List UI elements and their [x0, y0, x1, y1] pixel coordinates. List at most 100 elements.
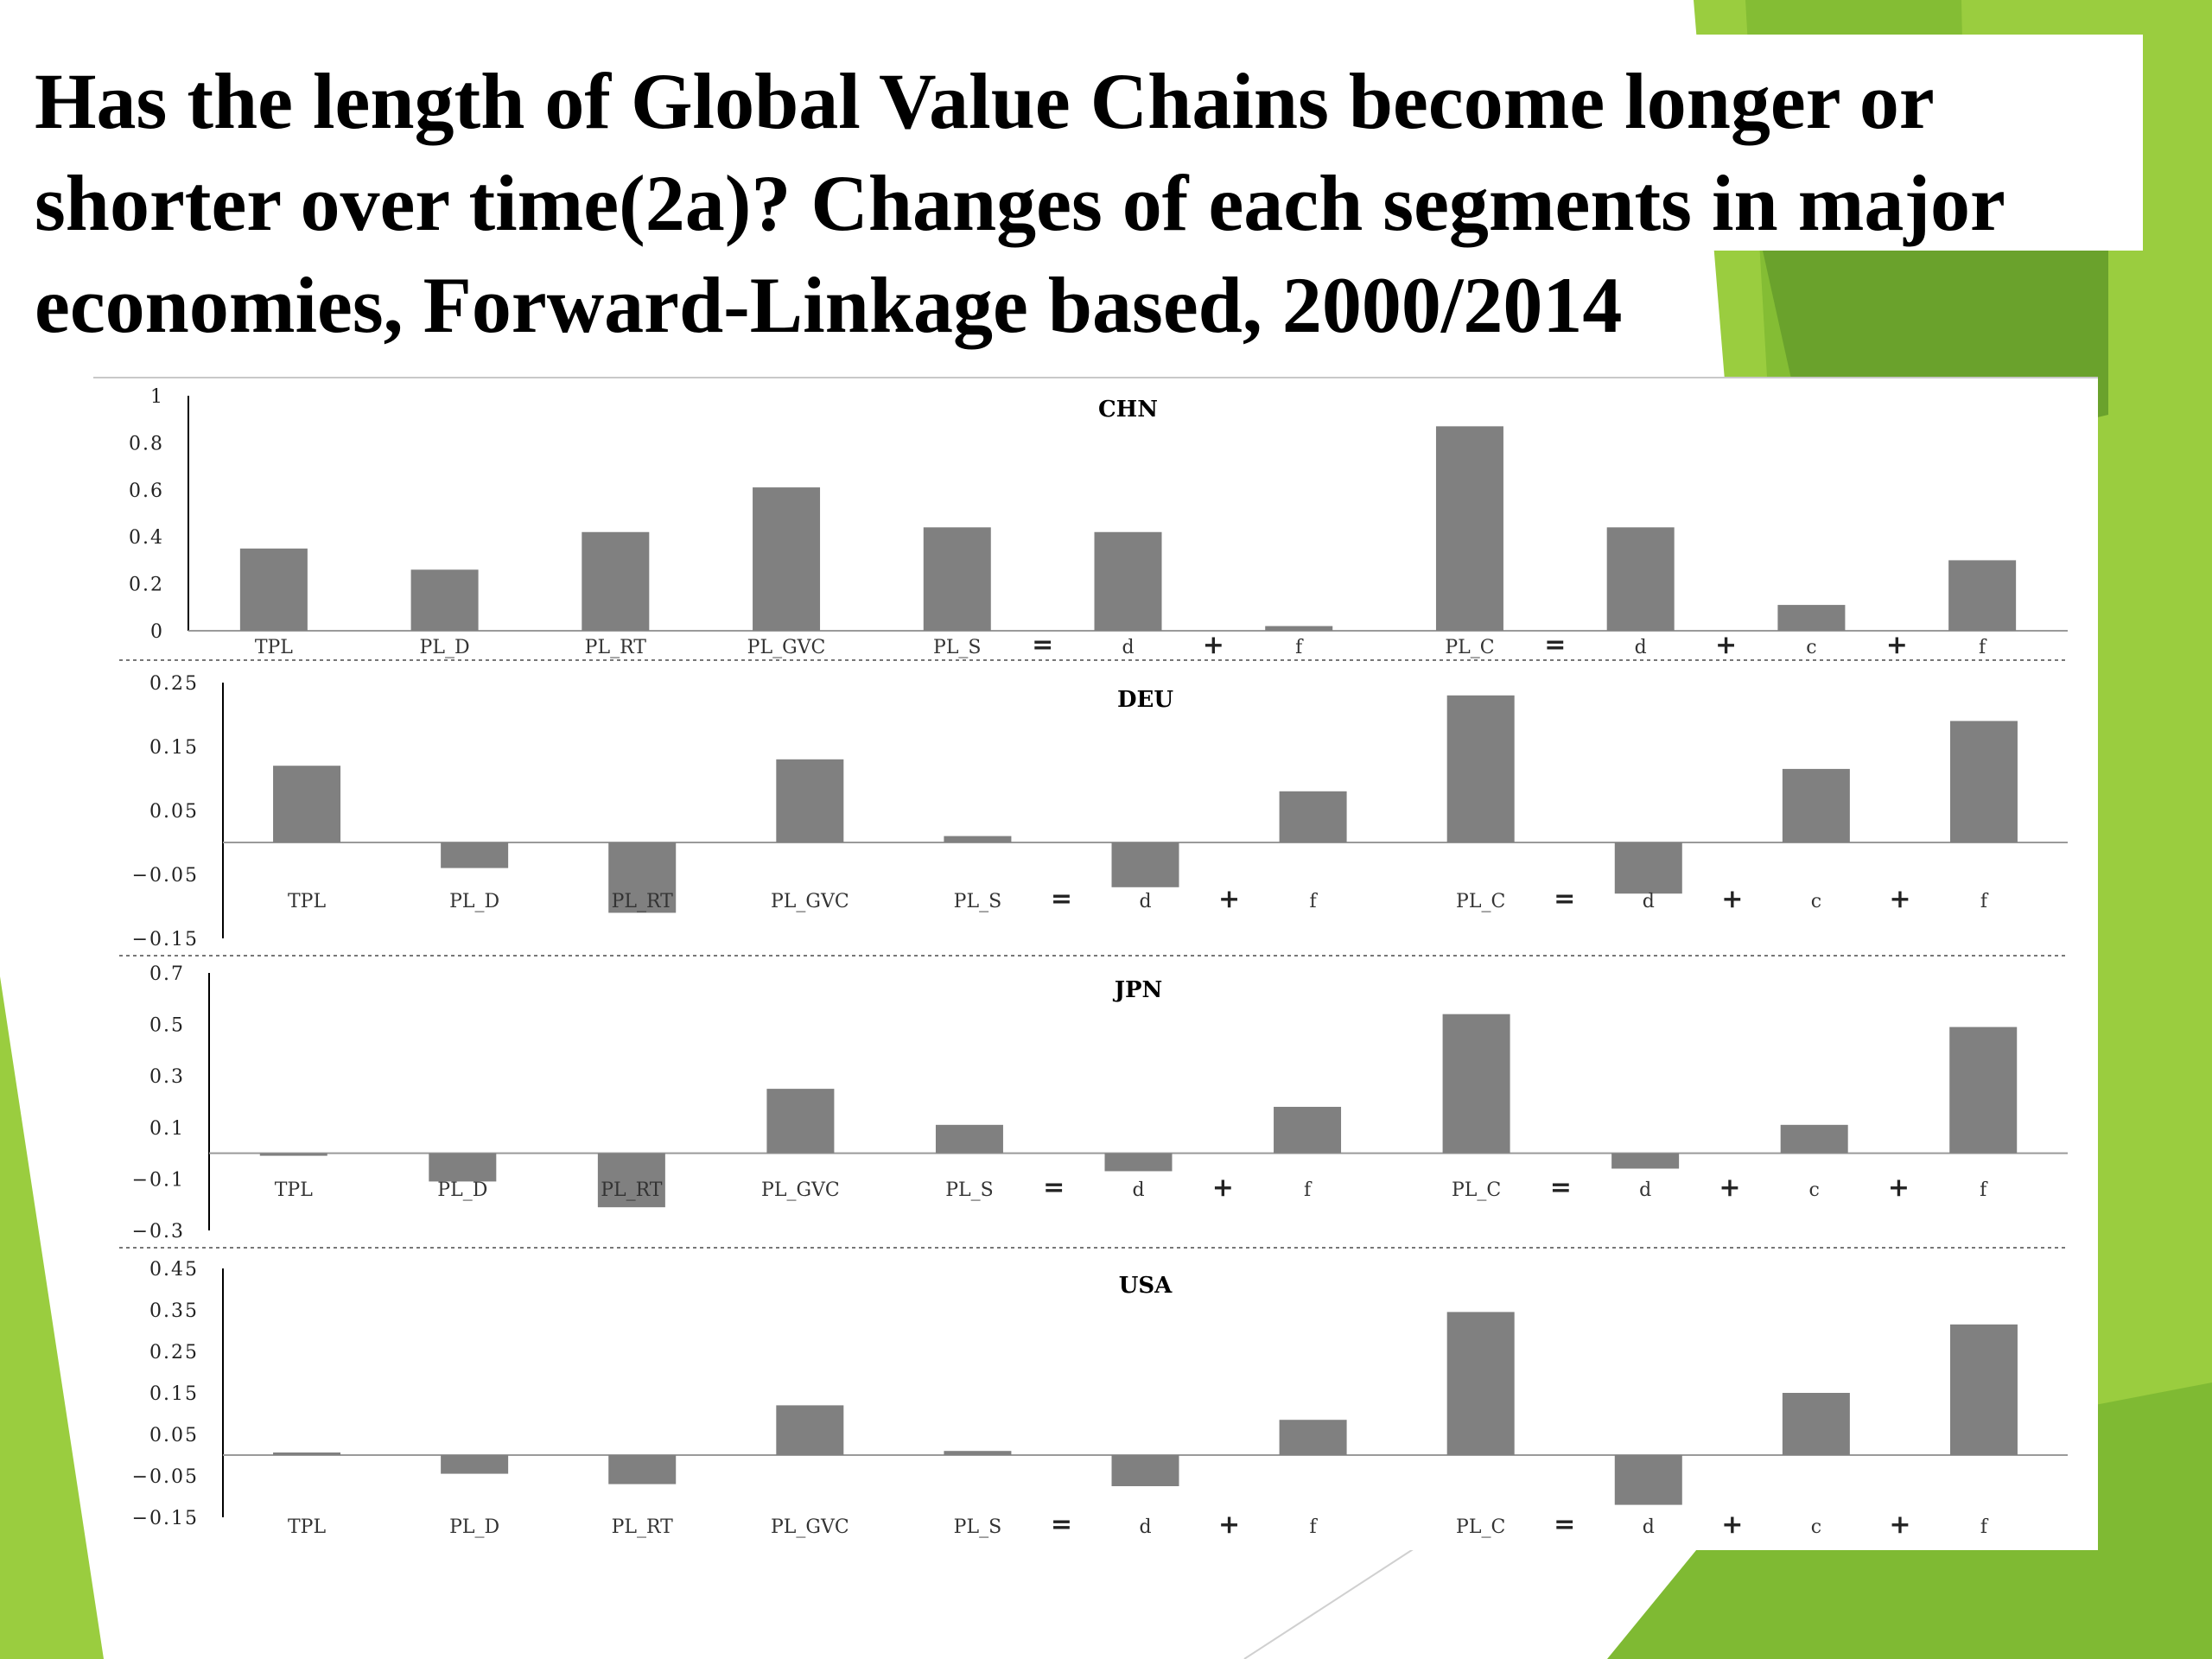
bar: [597, 1153, 665, 1208]
bar: [608, 842, 677, 913]
bar: [582, 531, 650, 631]
category-label: c: [1806, 637, 1816, 658]
bar: [1614, 1455, 1682, 1505]
operator-label: +: [1721, 1510, 1743, 1540]
bar: [1949, 721, 2018, 842]
bar: [429, 1153, 497, 1182]
bar: [1949, 1027, 2018, 1154]
category-label: f: [1980, 1179, 1988, 1201]
category-label: PL_C: [1456, 891, 1505, 912]
y-tick-label: −0.15: [132, 929, 199, 950]
category-label: PL_RT: [601, 1179, 663, 1201]
category-label: PL_C: [1445, 637, 1494, 658]
bar: [1111, 842, 1179, 887]
category-label: d: [1132, 1179, 1144, 1201]
bar: [776, 1405, 844, 1455]
category-label: c: [1811, 891, 1821, 912]
thin-diagonal-line: [1243, 1546, 1418, 1659]
bar: [1780, 1124, 1848, 1154]
category-label: PL_D: [449, 1516, 499, 1538]
operator-label: +: [1218, 884, 1240, 914]
y-tick-label: −0.3: [132, 1221, 185, 1243]
category-label: d: [1139, 1516, 1151, 1538]
category-label: f: [1295, 637, 1304, 658]
operator-label: +: [1888, 1173, 1910, 1203]
bar: [410, 569, 479, 631]
y-tick-label: 0.8: [129, 433, 164, 454]
category-label: f: [1980, 891, 1989, 912]
category-label: d: [1639, 1179, 1651, 1201]
category-label: f: [1310, 1516, 1319, 1538]
title-box: [0, 35, 2143, 251]
y-tick-label: 1: [150, 386, 164, 408]
operator-label: =: [1043, 1173, 1065, 1203]
bar: [441, 1455, 509, 1474]
y-tick-label: 0.05: [149, 1425, 199, 1446]
bar: [1611, 1153, 1680, 1169]
y-tick-label: 0.4: [129, 527, 164, 549]
green-stripe-left: [0, 976, 104, 1659]
operator-label: =: [1051, 884, 1072, 914]
category-label: PL_S: [945, 1179, 993, 1201]
category-label: PL_RT: [612, 891, 674, 912]
y-tick-label: 0.25: [149, 673, 199, 695]
category-label: TPL: [275, 1179, 313, 1201]
category-label: PL_C: [1452, 1179, 1501, 1201]
bar: [944, 1451, 1012, 1455]
y-tick-label: 0.15: [149, 1383, 199, 1405]
operator-label: +: [1886, 630, 1908, 660]
bar: [273, 766, 341, 842]
category-label: TPL: [288, 891, 326, 912]
category-label: TPL: [288, 1516, 326, 1538]
category-label: PL_S: [954, 1516, 1001, 1538]
category-label: PL_D: [437, 1179, 487, 1201]
y-tick-label: 0.05: [149, 801, 199, 823]
category-label: PL_RT: [612, 1516, 674, 1538]
bar: [259, 1153, 327, 1156]
chart-panel: CHN 1 0.8 0.6 0.4 0.2 0 TPL PL_D PL_RT PL_GVC PL_S d…: [93, 377, 2098, 1550]
operator-label: +: [1889, 884, 1910, 914]
bar: [239, 548, 308, 631]
y-tick-label: −0.1: [132, 1169, 185, 1191]
y-tick-label: 0.7: [149, 963, 185, 985]
bar: [1948, 560, 2017, 631]
bar: [1446, 695, 1515, 842]
operator-label: =: [1032, 630, 1053, 660]
chart-title: JPN: [1113, 977, 1163, 1003]
y-tick-label: 0.3: [149, 1066, 185, 1088]
bar: [1265, 626, 1333, 631]
y-tick-label: 0: [150, 621, 164, 643]
category-label: d: [1122, 637, 1134, 658]
category-label: PL_C: [1456, 1516, 1505, 1538]
y-tick-label: 0.45: [149, 1259, 199, 1281]
operator-label: =: [1550, 1173, 1572, 1203]
bar: [923, 527, 991, 631]
y-tick-label: 0.2: [129, 575, 164, 596]
y-tick-label: −0.15: [132, 1508, 199, 1529]
bar: [1435, 426, 1503, 631]
bar: [273, 1452, 341, 1455]
chart-title: USA: [1119, 1273, 1173, 1299]
operator-label: +: [1203, 630, 1224, 660]
bar: [1094, 531, 1162, 631]
bar: [1446, 1312, 1515, 1455]
bar: [1782, 1393, 1850, 1455]
y-tick-label: −0.05: [132, 865, 199, 887]
category-label: c: [1809, 1179, 1820, 1201]
category-label: PL_RT: [585, 637, 647, 658]
operator-label: =: [1554, 1510, 1575, 1540]
category-label: f: [1980, 1516, 1989, 1538]
category-label: d: [1635, 637, 1647, 658]
category-label: d: [1139, 891, 1151, 912]
category-label: PL_D: [449, 891, 499, 912]
category-label: PL_GVC: [771, 891, 849, 912]
bar: [1279, 1420, 1347, 1455]
category-label: PL_GVC: [771, 1516, 849, 1538]
slide-title: Has the length of Global Value Chains be…: [35, 57, 2005, 349]
operator-label: +: [1721, 884, 1743, 914]
chart-title: DEU: [1117, 687, 1173, 713]
category-label: PL_D: [420, 637, 470, 658]
operator-label: +: [1889, 1510, 1910, 1540]
bar: [1949, 1324, 2018, 1455]
